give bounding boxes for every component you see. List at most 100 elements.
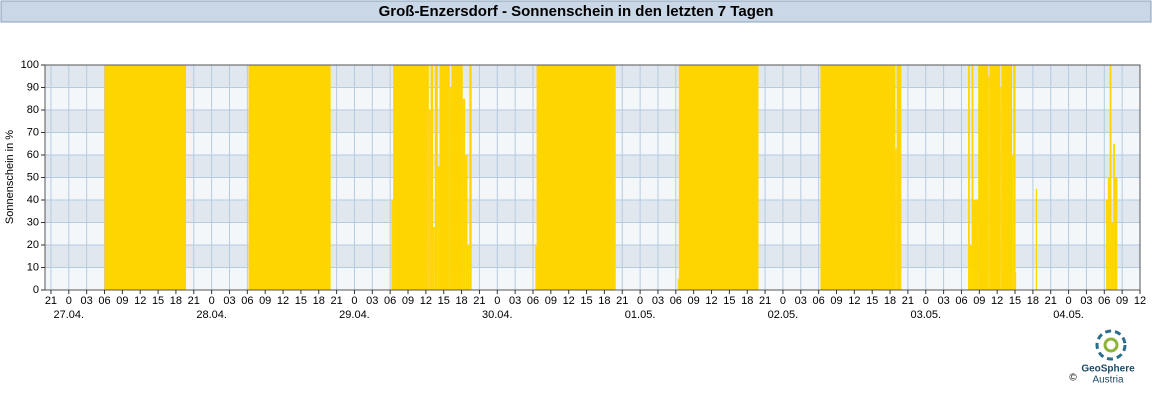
- x-date-label: 01.05.: [625, 309, 656, 321]
- x-tick-label: 0: [1066, 295, 1072, 307]
- y-tick-label: 60: [27, 149, 39, 161]
- chart-title: Groß-Enzersdorf - Sonnenschein in den le…: [379, 3, 774, 20]
- x-tick-label: 15: [152, 295, 164, 307]
- x-tick-label: 09: [116, 295, 128, 307]
- sunshine-bar: [1107, 177, 1110, 290]
- x-tick-label: 12: [563, 295, 575, 307]
- sunshine-bar: [536, 65, 616, 290]
- sunshine-bar: [467, 245, 470, 290]
- x-tick-label: 06: [527, 295, 539, 307]
- x-tick-label: 21: [1045, 295, 1057, 307]
- x-tick-label: 09: [545, 295, 557, 307]
- x-date-label: 03.05.: [910, 309, 941, 321]
- logo-icon-inner: [1103, 337, 1119, 353]
- x-tick-label: 12: [420, 295, 432, 307]
- x-tick-label: 0: [637, 295, 643, 307]
- x-tick-label: 12: [1134, 295, 1146, 307]
- x-date-label: 02.05.: [768, 309, 799, 321]
- sunshine-bar: [820, 65, 896, 290]
- x-tick-label: 06: [98, 295, 110, 307]
- logo-icon: [1095, 329, 1127, 361]
- x-tick-label: 15: [295, 295, 307, 307]
- x-date-label: 27.04.: [54, 309, 85, 321]
- x-tick-label: 0: [494, 295, 500, 307]
- x-tick-label: 21: [45, 295, 57, 307]
- sunshine-bar: [1012, 155, 1014, 290]
- sunshine-bar: [439, 65, 450, 290]
- x-tick-label: 03: [937, 295, 949, 307]
- logo-name: GeoSphere: [1081, 364, 1135, 375]
- x-tick-label: 18: [170, 295, 182, 307]
- x-tick-label: 06: [670, 295, 682, 307]
- x-tick-label: 18: [313, 295, 325, 307]
- sunshine-bar: [465, 155, 468, 290]
- plot-area: 0 10 20 30 40 50 60 70 80 90 100 21 0 03 06 09 12 15 18 21 0…: [21, 59, 1146, 321]
- x-tick-label: 15: [438, 295, 450, 307]
- sunshine-bar: [451, 65, 463, 290]
- copyright: ©: [1069, 373, 1077, 384]
- sunshine-bar: [430, 65, 434, 290]
- sunshine-bar: [895, 148, 897, 290]
- x-tick-label: 18: [741, 295, 753, 307]
- logo-sub: Austria: [1092, 375, 1124, 386]
- x-date-label: 30.04.: [482, 309, 513, 321]
- sunshine-bar: [433, 227, 435, 290]
- x-tick-label: 18: [884, 295, 896, 307]
- sunshine-bar: [535, 245, 537, 290]
- sunshine-bar: [437, 166, 440, 290]
- y-tick-label: 10: [27, 261, 39, 273]
- sunshine-bar: [1013, 65, 1016, 290]
- x-tick-label: 09: [1116, 295, 1128, 307]
- x-tick-label: 09: [402, 295, 414, 307]
- sunshine-bar: [428, 110, 431, 290]
- sunshine-bar: [969, 245, 972, 290]
- x-tick-label: 21: [616, 295, 628, 307]
- x-tick-label: 21: [330, 295, 342, 307]
- x-tick-label: 12: [134, 295, 146, 307]
- x-tick-label: 0: [923, 295, 929, 307]
- x-tick-label: 09: [259, 295, 271, 307]
- x-tick-label: 18: [598, 295, 610, 307]
- sunshine-bar: [978, 65, 989, 290]
- x-tick-label: 03: [81, 295, 93, 307]
- x-tick-label: 12: [277, 295, 289, 307]
- sunshine-bar: [1015, 272, 1017, 290]
- sunshine-bar: [434, 65, 438, 290]
- x-tick-label: 0: [66, 295, 72, 307]
- sunshine-bar: [678, 65, 759, 290]
- x-tick-label: 06: [241, 295, 253, 307]
- x-date-label: 28.04.: [196, 309, 227, 321]
- sunshine-bar: [104, 65, 187, 290]
- x-tick-label: 18: [455, 295, 467, 307]
- sunshine-bar: [1001, 65, 1013, 290]
- x-tick-label: 06: [955, 295, 967, 307]
- y-tick-label: 80: [27, 104, 39, 116]
- y-axis-label: Sonnenschein in %: [4, 130, 16, 224]
- y-tick-label: 40: [27, 194, 39, 206]
- sunshine-bar: [391, 200, 394, 290]
- sunshine-bar: [469, 65, 472, 290]
- sunshine-bar: [1115, 177, 1118, 290]
- y-tick-label: 0: [33, 284, 39, 296]
- x-tick-label: 21: [902, 295, 914, 307]
- x-tick-label: 21: [473, 295, 485, 307]
- x-tick-label: 03: [795, 295, 807, 307]
- x-tick-label: 09: [688, 295, 700, 307]
- sunshine-bar: [449, 87, 452, 290]
- x-tick-label: 06: [1098, 295, 1110, 307]
- y-tick-label: 50: [27, 171, 39, 183]
- x-tick-label: 12: [991, 295, 1003, 307]
- sunshine-bar: [988, 76, 990, 290]
- title-bar: [0, 0, 1152, 23]
- y-tick-label: 20: [27, 239, 39, 251]
- x-tick-label: 15: [866, 295, 878, 307]
- sunshine-bar: [1106, 200, 1108, 290]
- sunshine-bar: [989, 65, 1001, 290]
- x-tick-label: 15: [580, 295, 592, 307]
- x-tick-label: 06: [384, 295, 396, 307]
- sunshine-bar: [1035, 188, 1038, 290]
- x-tick-label: 03: [509, 295, 521, 307]
- sunshine-bar: [1111, 222, 1114, 290]
- x-tick-label: 03: [366, 295, 378, 307]
